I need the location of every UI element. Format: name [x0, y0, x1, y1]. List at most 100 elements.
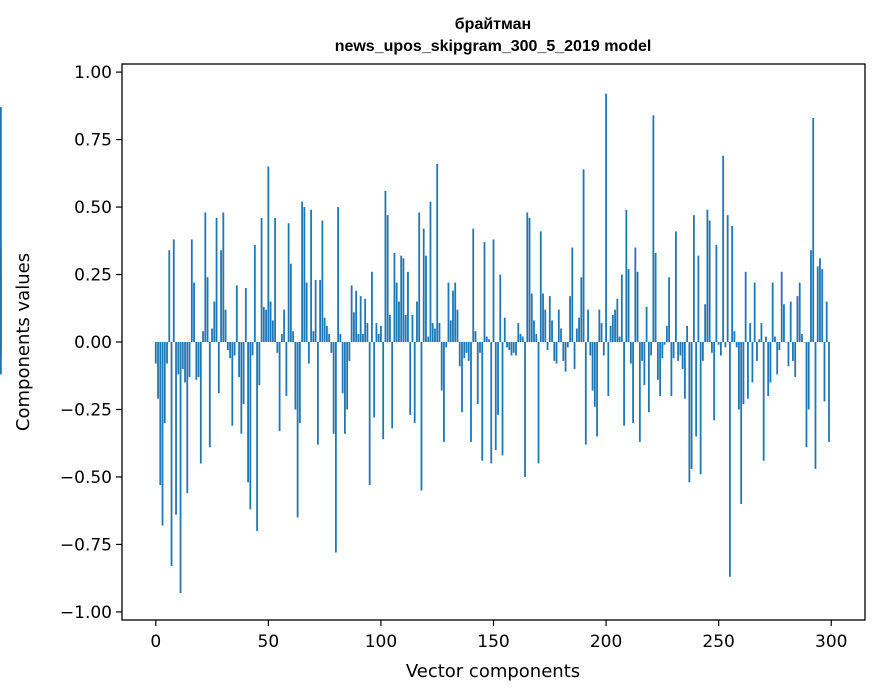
bar-121	[427, 336, 430, 342]
bar-274	[771, 282, 774, 342]
bar-undefined	[0, 342, 2, 375]
bar-117	[418, 212, 421, 342]
bar-278	[780, 271, 783, 342]
bar-12	[181, 342, 184, 369]
bar-247	[711, 342, 713, 353]
bar-58	[285, 342, 288, 396]
bar-94	[366, 323, 369, 342]
bar-23	[206, 277, 209, 342]
bar-15	[188, 342, 191, 378]
y-tick-label: 0.25	[74, 266, 112, 286]
y-tick-label: 0.50	[74, 198, 112, 218]
bar-76	[325, 325, 328, 342]
bar-206	[618, 336, 621, 342]
bar-203	[611, 315, 614, 342]
bar-295	[819, 258, 821, 342]
bar-205	[616, 298, 619, 342]
bar-268	[758, 339, 761, 342]
bar-141	[472, 228, 475, 342]
bar-216	[641, 342, 643, 361]
bar-221	[652, 115, 655, 342]
bar-226	[663, 342, 666, 345]
bar-25	[211, 328, 213, 342]
bar-96	[371, 271, 373, 342]
bar-217	[643, 342, 646, 386]
bar-113	[409, 342, 412, 415]
bar-162	[519, 333, 522, 342]
bar-129	[445, 342, 448, 348]
bar-136	[461, 342, 463, 413]
bar-119	[422, 228, 425, 342]
bar-100	[380, 325, 382, 342]
bar-154	[501, 342, 504, 456]
bar-13	[184, 342, 186, 383]
bar-212	[632, 342, 634, 423]
bar-8	[172, 239, 175, 342]
bar-291	[810, 250, 812, 342]
bar-186	[573, 342, 576, 369]
bar-171	[539, 231, 542, 342]
bar-21	[202, 331, 204, 342]
bar-177	[553, 342, 556, 361]
bar-47	[260, 217, 263, 342]
bar-48	[262, 306, 265, 342]
bar-257	[733, 331, 736, 342]
bar-133	[454, 282, 457, 342]
bar-26	[213, 301, 216, 342]
bar-undefined	[0, 274, 2, 342]
y-tick-label: −1.00	[60, 603, 112, 623]
x-axis-ticks: 0 50 100 150 200 250 300	[150, 620, 847, 652]
bar-2	[159, 342, 162, 486]
bar-198	[600, 323, 603, 342]
bar-265	[751, 342, 754, 383]
bar-93	[364, 298, 367, 342]
x-tick-label: 150	[477, 632, 509, 652]
bar-7	[170, 342, 173, 567]
bar-209	[625, 209, 628, 342]
bar-182	[564, 342, 567, 372]
bar-252	[722, 155, 725, 342]
bar-294	[816, 266, 819, 342]
y-tick-label: −0.25	[60, 400, 112, 420]
bar-83	[341, 342, 344, 394]
bar-229	[670, 342, 673, 396]
bar-240	[695, 342, 698, 437]
bar-6	[168, 250, 171, 342]
bar-126	[438, 323, 441, 342]
bar-150	[492, 239, 495, 342]
y-tick-label: 0.75	[74, 131, 112, 151]
x-tick-label: 0	[150, 632, 161, 652]
bar-30	[222, 212, 225, 342]
bar-107	[395, 282, 398, 342]
bar-3	[161, 342, 164, 526]
bar-28	[217, 342, 220, 394]
bar-165	[526, 212, 529, 342]
bar-222	[654, 252, 657, 342]
bar-228	[668, 277, 671, 342]
bar-54	[276, 342, 279, 353]
bar-276	[776, 342, 779, 375]
bar-204	[614, 309, 616, 342]
bar-92	[362, 333, 364, 342]
bar-155	[503, 317, 506, 342]
bar-79	[332, 342, 335, 434]
bar-109	[400, 255, 403, 342]
bar-17	[193, 282, 195, 342]
bar-82	[339, 333, 342, 342]
bar-296	[821, 269, 824, 342]
bar-271	[765, 336, 767, 342]
bar-283	[792, 342, 794, 361]
bar-181	[562, 342, 565, 361]
bar-224	[659, 342, 662, 396]
bar-230	[672, 342, 675, 359]
bar-147	[485, 336, 488, 342]
bar-61	[292, 331, 295, 342]
bar-144	[479, 342, 481, 353]
bar-260	[740, 342, 743, 504]
bar-195	[593, 342, 596, 407]
bar-215	[638, 342, 641, 442]
bar-170	[537, 342, 540, 464]
bar-199	[602, 342, 605, 356]
bar-44	[253, 244, 256, 342]
